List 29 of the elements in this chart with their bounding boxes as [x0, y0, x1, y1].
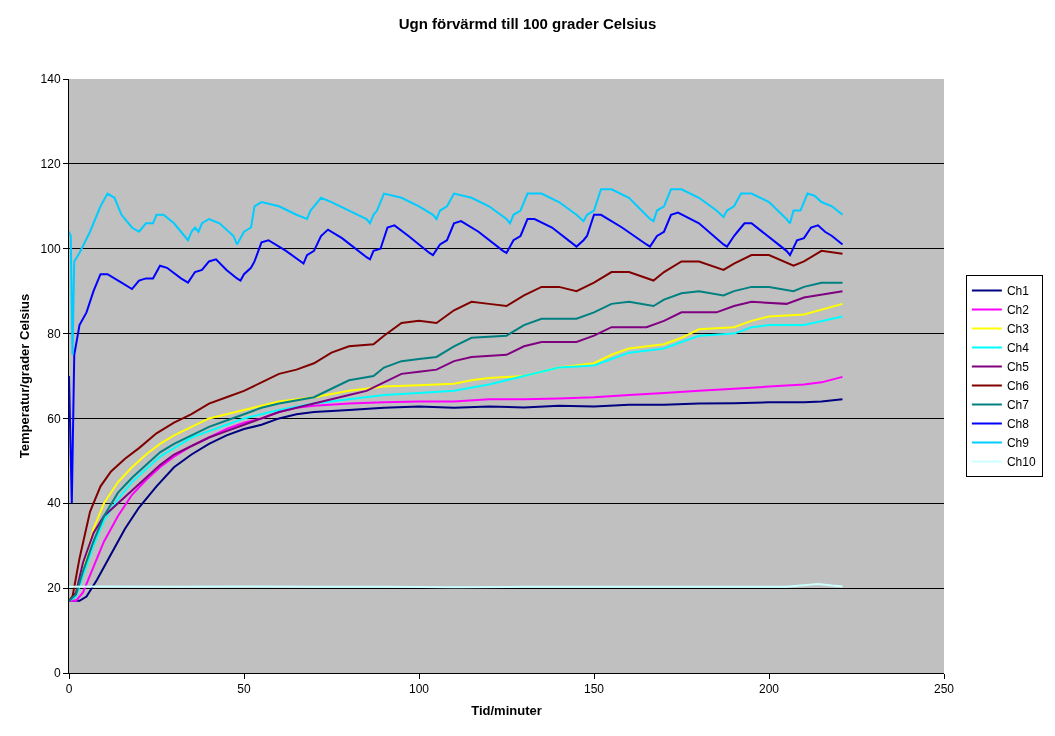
y-tick-label: 40: [47, 496, 61, 511]
chart-title: Ugn förvärmd till 100 grader Celsius: [398, 14, 657, 32]
x-axis-title: Tid/minuter: [471, 703, 542, 718]
legend-label: Ch3: [1006, 322, 1030, 337]
legend-label: Ch8: [1006, 417, 1030, 432]
legend-label: Ch9: [1006, 436, 1030, 451]
legend-label: Ch1: [1006, 284, 1030, 299]
y-tick-label: 60: [47, 411, 61, 426]
y-tick-label: 100: [40, 241, 61, 256]
legend-label: Ch5: [1006, 360, 1030, 375]
x-tick-label: 200: [758, 682, 780, 697]
legend-label: Ch10: [1006, 455, 1036, 470]
legend-label: Ch7: [1006, 398, 1030, 413]
legend-label: Ch6: [1006, 379, 1030, 394]
y-tick-label: 0: [53, 666, 61, 681]
y-tick-label: 140: [40, 72, 61, 87]
y-tick-label: 20: [47, 581, 61, 596]
y-tick-label: 80: [47, 326, 61, 341]
x-tick-label: 0: [65, 682, 73, 697]
line-series: [69, 188, 844, 356]
x-tick-label: 150: [583, 682, 605, 697]
y-axis-title: Temperatur/grader Celsius: [16, 293, 32, 459]
x-tick-label: 250: [933, 682, 955, 697]
legend-label: Ch4: [1006, 341, 1030, 356]
line-series: [69, 211, 844, 505]
y-tick-label: 120: [40, 157, 61, 172]
legend-label: Ch2: [1006, 303, 1030, 318]
x-tick-label: 100: [408, 682, 430, 697]
x-tick-label: 50: [237, 682, 251, 697]
